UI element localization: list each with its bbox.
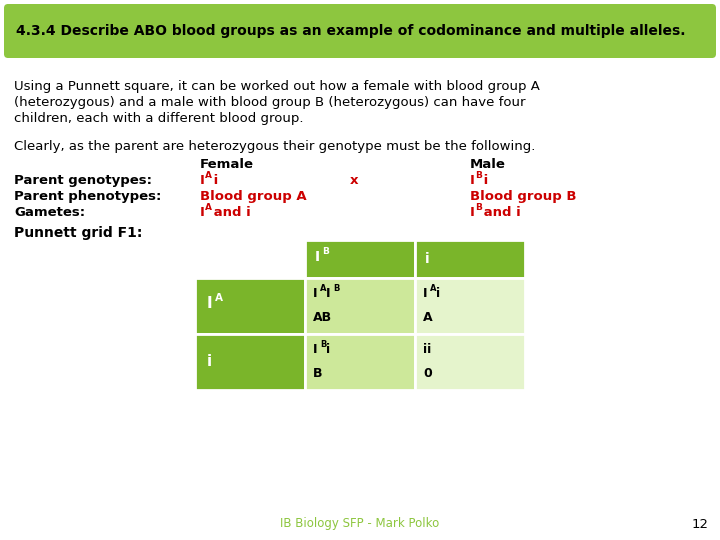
Text: Male: Male bbox=[470, 158, 506, 171]
Text: AB: AB bbox=[313, 310, 332, 323]
Bar bbox=[305, 278, 415, 334]
Text: I: I bbox=[313, 287, 318, 300]
Text: B: B bbox=[322, 247, 329, 256]
Text: 12: 12 bbox=[691, 517, 708, 530]
Text: I: I bbox=[326, 287, 330, 300]
Text: Parent genotypes:: Parent genotypes: bbox=[14, 174, 152, 187]
Text: B: B bbox=[475, 203, 482, 212]
Text: A: A bbox=[430, 284, 436, 293]
Text: IB Biology SFP - Mark Polko: IB Biology SFP - Mark Polko bbox=[280, 517, 440, 530]
FancyBboxPatch shape bbox=[4, 4, 716, 58]
Text: Parent phenotypes:: Parent phenotypes: bbox=[14, 190, 161, 203]
Text: A: A bbox=[215, 293, 223, 303]
Text: i: i bbox=[207, 354, 212, 369]
Text: Punnett grid F1:: Punnett grid F1: bbox=[14, 226, 143, 240]
Text: A: A bbox=[320, 284, 326, 293]
Text: (heterozygous) and a male with blood group B (heterozygous) can have four: (heterozygous) and a male with blood gro… bbox=[14, 96, 526, 109]
Text: Blood group A: Blood group A bbox=[200, 190, 307, 203]
Text: B: B bbox=[313, 367, 323, 380]
Bar bbox=[195, 240, 305, 278]
Text: 0: 0 bbox=[423, 367, 432, 380]
Text: i: i bbox=[326, 343, 330, 356]
Text: 4.3.4 Describe ABO blood groups as an example of codominance and multiple allele: 4.3.4 Describe ABO blood groups as an ex… bbox=[16, 24, 685, 38]
Text: children, each with a different blood group.: children, each with a different blood gr… bbox=[14, 112, 304, 125]
Text: A: A bbox=[205, 203, 212, 212]
Text: A: A bbox=[423, 310, 433, 323]
Text: i: i bbox=[436, 287, 440, 300]
Text: I: I bbox=[313, 343, 318, 356]
Bar bbox=[415, 334, 525, 390]
Text: Clearly, as the parent are heterozygous their genotype must be the following.: Clearly, as the parent are heterozygous … bbox=[14, 140, 536, 153]
Text: B: B bbox=[333, 284, 339, 293]
Text: I: I bbox=[423, 287, 428, 300]
Text: B: B bbox=[475, 171, 482, 180]
Text: Female: Female bbox=[200, 158, 254, 171]
Text: A: A bbox=[205, 171, 212, 180]
Bar bbox=[195, 334, 305, 390]
Text: I: I bbox=[470, 206, 475, 219]
Text: and i: and i bbox=[209, 206, 251, 219]
Text: Gametes:: Gametes: bbox=[14, 206, 85, 219]
Text: i: i bbox=[425, 252, 430, 266]
Text: Blood group B: Blood group B bbox=[470, 190, 577, 203]
Bar bbox=[415, 240, 525, 278]
Text: I: I bbox=[315, 250, 320, 264]
Bar bbox=[415, 278, 525, 334]
Bar bbox=[305, 334, 415, 390]
Text: I: I bbox=[200, 174, 205, 187]
Text: i: i bbox=[479, 174, 488, 187]
Bar bbox=[305, 240, 415, 278]
Text: ii: ii bbox=[423, 343, 431, 356]
Text: x: x bbox=[350, 174, 359, 187]
Text: Using a Punnett square, it can be worked out how a female with blood group A: Using a Punnett square, it can be worked… bbox=[14, 80, 540, 93]
Text: I: I bbox=[470, 174, 475, 187]
Text: B: B bbox=[320, 340, 326, 349]
Bar bbox=[195, 278, 305, 334]
Text: I: I bbox=[207, 296, 212, 312]
Text: i: i bbox=[209, 174, 218, 187]
Text: I: I bbox=[200, 206, 205, 219]
Text: and i: and i bbox=[479, 206, 521, 219]
